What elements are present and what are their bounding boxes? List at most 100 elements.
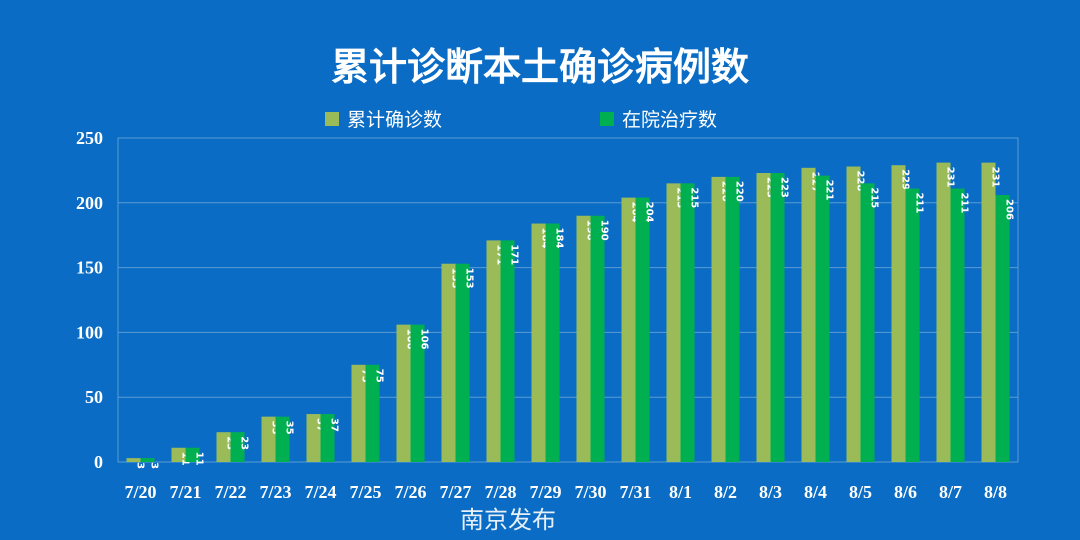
x-tick-label: 7/27 bbox=[439, 482, 471, 502]
legend-label: 累计确诊数 bbox=[347, 109, 443, 131]
y-tick-label: 0 bbox=[94, 452, 103, 472]
y-tick-label: 200 bbox=[76, 193, 103, 213]
bar bbox=[410, 324, 425, 462]
x-tick-label: 7/31 bbox=[619, 482, 651, 502]
data-label: 75 bbox=[374, 369, 385, 383]
legend-item-hospitalized: 在院治疗数 bbox=[600, 105, 717, 132]
legend-swatch bbox=[325, 111, 339, 126]
bar bbox=[936, 162, 951, 462]
watermark: 南京发布 bbox=[460, 506, 556, 534]
data-label: 75 bbox=[360, 369, 371, 383]
bar bbox=[531, 223, 546, 462]
x-tick-label: 8/4 bbox=[804, 482, 827, 502]
bar bbox=[365, 364, 380, 462]
data-label: 3 bbox=[135, 462, 146, 469]
bar bbox=[891, 165, 906, 462]
bar bbox=[801, 167, 816, 463]
data-label: 184 bbox=[540, 228, 551, 249]
y-tick-label: 50 bbox=[85, 387, 103, 407]
bar bbox=[351, 364, 366, 462]
x-tick-label: 7/22 bbox=[214, 482, 246, 502]
data-label: 190 bbox=[599, 220, 610, 241]
data-label: 37 bbox=[315, 418, 326, 432]
data-label: 227 bbox=[810, 172, 821, 193]
bar bbox=[576, 215, 591, 462]
data-label: 171 bbox=[495, 244, 506, 265]
bar bbox=[455, 263, 470, 462]
bar bbox=[725, 176, 740, 462]
bar bbox=[140, 458, 155, 462]
x-tick-label: 7/28 bbox=[484, 482, 516, 502]
bar bbox=[815, 175, 830, 463]
bar bbox=[500, 240, 515, 462]
data-label: 220 bbox=[720, 181, 731, 202]
bar bbox=[230, 432, 245, 462]
data-label: 223 bbox=[765, 177, 776, 198]
data-label: 231 bbox=[945, 167, 956, 188]
bar bbox=[950, 188, 965, 462]
x-tick-label: 8/3 bbox=[759, 482, 782, 502]
x-tick-label: 8/1 bbox=[669, 482, 692, 502]
data-label: 215 bbox=[675, 187, 686, 208]
legend-swatch bbox=[600, 111, 614, 126]
data-label: 106 bbox=[405, 329, 416, 350]
data-label: 3 bbox=[149, 462, 160, 469]
bar bbox=[756, 172, 771, 462]
bar bbox=[261, 416, 276, 462]
x-tick-label: 7/24 bbox=[304, 482, 336, 502]
data-label: 190 bbox=[585, 220, 596, 241]
data-label: 215 bbox=[689, 187, 700, 208]
bar bbox=[666, 183, 681, 463]
bar bbox=[441, 263, 456, 462]
bar bbox=[396, 324, 411, 462]
bar bbox=[995, 195, 1010, 463]
bar bbox=[320, 414, 335, 462]
data-label: 215 bbox=[869, 187, 880, 208]
bar bbox=[185, 447, 200, 462]
x-tick-label: 8/7 bbox=[939, 482, 962, 502]
data-label: 204 bbox=[644, 202, 655, 223]
data-label: 184 bbox=[554, 228, 565, 249]
data-label: 23 bbox=[225, 436, 236, 450]
bar bbox=[621, 197, 636, 462]
data-label: 204 bbox=[630, 202, 641, 223]
data-label: 220 bbox=[734, 181, 745, 202]
data-label: 11 bbox=[180, 452, 191, 466]
bar bbox=[216, 432, 231, 462]
bar bbox=[275, 416, 290, 462]
data-label: 153 bbox=[464, 268, 475, 289]
data-label: 35 bbox=[284, 421, 295, 435]
y-tick-label: 250 bbox=[76, 128, 103, 148]
x-tick-label: 7/20 bbox=[124, 482, 156, 502]
data-label: 206 bbox=[1004, 199, 1015, 220]
data-label: 23 bbox=[239, 436, 250, 450]
data-label: 221 bbox=[824, 180, 835, 201]
bar bbox=[860, 183, 875, 463]
data-label: 223 bbox=[779, 177, 790, 198]
bar bbox=[590, 215, 605, 462]
data-label: 228 bbox=[855, 171, 866, 192]
data-label: 231 bbox=[990, 167, 1001, 188]
bar bbox=[171, 447, 186, 462]
data-label: 229 bbox=[900, 169, 911, 190]
data-label: 211 bbox=[959, 193, 970, 214]
bar bbox=[680, 183, 695, 463]
data-label: 35 bbox=[270, 421, 281, 435]
legend-item-cumulative: 累计确诊数 bbox=[325, 105, 442, 132]
data-label: 171 bbox=[509, 244, 520, 265]
x-tick-label: 8/8 bbox=[984, 482, 1007, 502]
x-tick-label: 8/6 bbox=[894, 482, 917, 502]
data-label: 37 bbox=[329, 418, 340, 432]
bar bbox=[486, 240, 501, 462]
bar bbox=[846, 166, 861, 462]
plot-area bbox=[117, 137, 1019, 463]
bar bbox=[545, 223, 560, 462]
bar bbox=[981, 162, 996, 462]
x-tick-label: 8/2 bbox=[714, 482, 737, 502]
y-tick-label: 100 bbox=[76, 322, 103, 342]
bar bbox=[905, 188, 920, 462]
bar bbox=[635, 197, 650, 462]
x-tick-label: 7/23 bbox=[259, 482, 291, 502]
bar bbox=[306, 414, 321, 462]
